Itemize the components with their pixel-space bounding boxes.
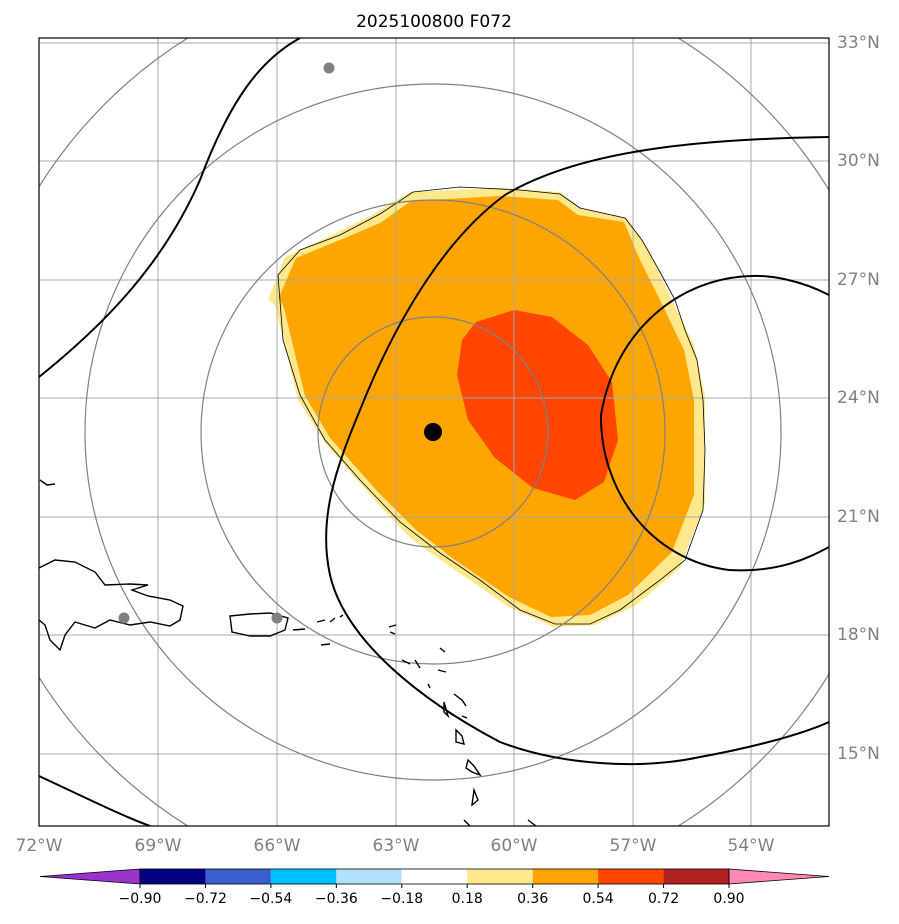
colorbar-tick-label: 0.54 bbox=[583, 891, 614, 907]
colorbar-segment bbox=[336, 869, 402, 884]
lat-label: 24°N bbox=[837, 388, 880, 408]
gridlines bbox=[39, 38, 829, 826]
range-rings bbox=[39, 38, 829, 826]
colorbar-segment bbox=[663, 869, 729, 884]
lat-label: 30°N bbox=[837, 151, 880, 171]
colorbar-tick-label: −0.72 bbox=[184, 891, 227, 907]
colorbar-tick-label: −0.36 bbox=[315, 891, 358, 907]
station-marker-center bbox=[271, 612, 283, 624]
colorbar-segment bbox=[205, 869, 271, 884]
lon-label: 54°W bbox=[728, 836, 775, 856]
colorbar-tick-label: 0.90 bbox=[713, 891, 744, 907]
map-content bbox=[39, 38, 829, 826]
station-marker-west bbox=[118, 612, 130, 624]
station-marker-north bbox=[323, 62, 335, 74]
colorbar-extend-high bbox=[728, 868, 830, 885]
lon-label: 69°W bbox=[135, 836, 182, 856]
colorbar-tick-label: −0.90 bbox=[119, 891, 162, 907]
map-title: 2025100800 F072 bbox=[356, 12, 512, 32]
field-high-contour bbox=[457, 310, 618, 500]
lat-label: 33°N bbox=[837, 33, 880, 53]
colorbar: −0.90 −0.72 −0.54 −0.36 −0.18 0.18 0.36 0.54 0.7… bbox=[39, 868, 830, 907]
lon-label: 63°W bbox=[373, 836, 420, 856]
colorbar-tick-label: −0.54 bbox=[249, 891, 292, 907]
colorbar-segment bbox=[401, 869, 468, 884]
lat-label: 21°N bbox=[837, 507, 880, 527]
colorbar-segment bbox=[467, 869, 533, 884]
lat-label: 27°N bbox=[837, 270, 880, 290]
colorbar-segment bbox=[532, 869, 599, 884]
latitude-labels: 33°N 30°N 27°N 24°N 21°N 18°N 15°N bbox=[837, 33, 880, 764]
lon-label: 66°W bbox=[254, 836, 301, 856]
colorbar-tick-label: 0.18 bbox=[452, 891, 483, 907]
colorbar-outline bbox=[139, 868, 730, 885]
colorbar-segment bbox=[270, 869, 337, 884]
lat-label: 18°N bbox=[837, 625, 880, 645]
lat-label: 15°N bbox=[837, 744, 880, 764]
colorbar-segment bbox=[140, 869, 206, 884]
map-frame bbox=[38, 37, 830, 827]
coastlines bbox=[39, 479, 537, 826]
colorbar-tick-label: 0.72 bbox=[648, 891, 679, 907]
colorbar-extend-low bbox=[39, 868, 141, 885]
colorbar-tick-label: −0.18 bbox=[380, 891, 423, 907]
storm-center-marker bbox=[424, 423, 442, 441]
colorbar-segment bbox=[598, 869, 664, 884]
longitude-labels: 72°W 69°W 66°W 63°W 60°W 57°W 54°W bbox=[16, 836, 775, 856]
lon-label: 57°W bbox=[610, 836, 657, 856]
contour-lines bbox=[39, 38, 829, 826]
lon-label: 60°W bbox=[491, 836, 538, 856]
colorbar-tick-label: 0.36 bbox=[517, 891, 548, 907]
field-outline bbox=[277, 186, 706, 625]
lon-label: 72°W bbox=[16, 836, 63, 856]
